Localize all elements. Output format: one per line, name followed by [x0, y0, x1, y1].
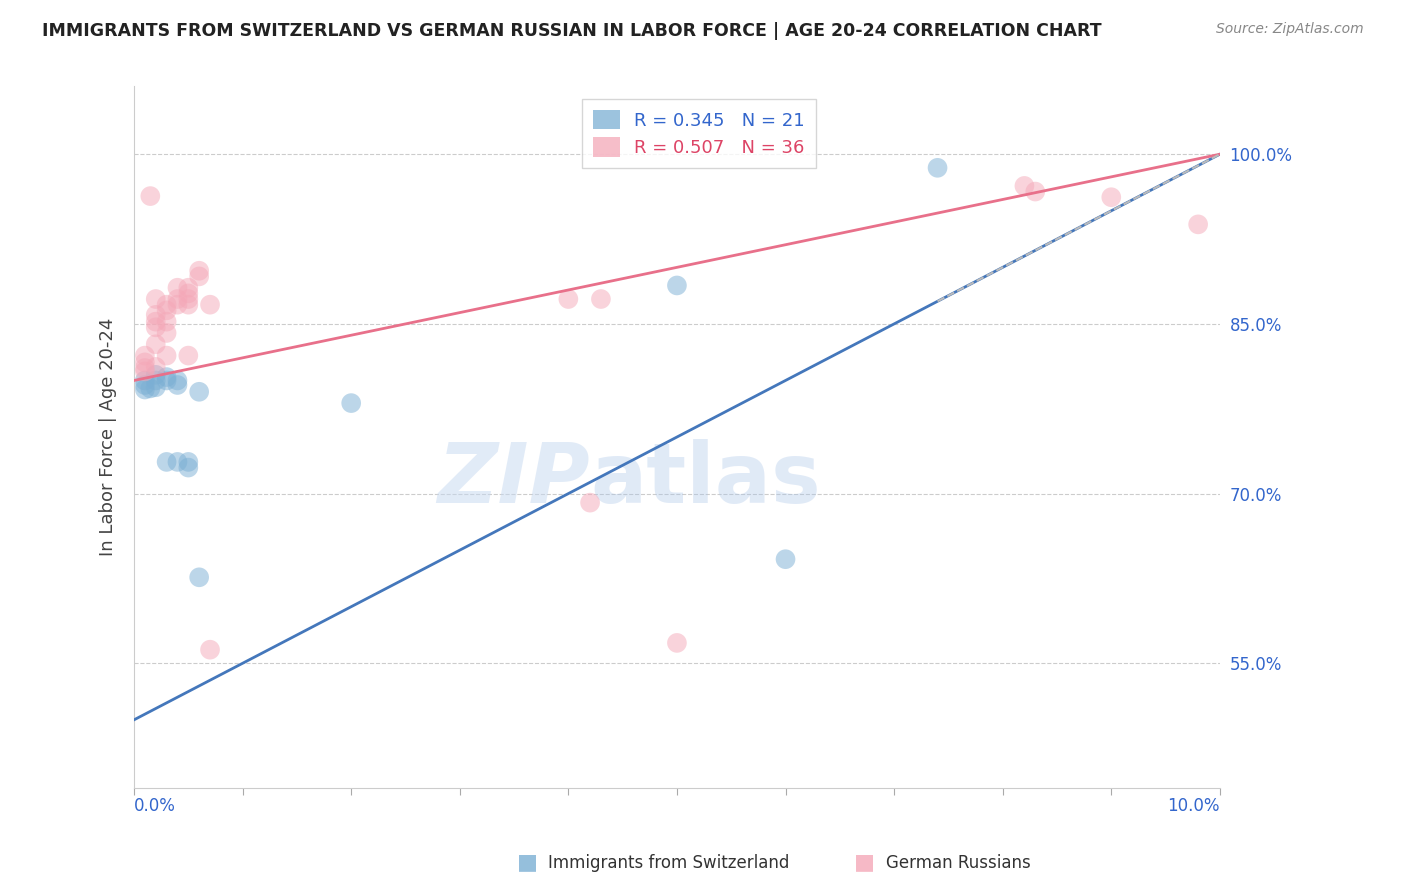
Point	[188, 570, 211, 584]
Point	[177, 298, 200, 312]
Point	[145, 308, 167, 322]
Point	[145, 368, 167, 382]
Point	[1024, 185, 1046, 199]
Text: ZIP: ZIP	[437, 439, 591, 520]
Point	[139, 189, 162, 203]
Point	[155, 298, 177, 312]
Point	[927, 161, 949, 175]
Point	[1099, 190, 1122, 204]
Point	[145, 292, 167, 306]
Point	[198, 642, 221, 657]
Text: Source: ZipAtlas.com: Source: ZipAtlas.com	[1216, 22, 1364, 37]
Point	[166, 281, 188, 295]
Point	[188, 269, 211, 284]
Point	[134, 383, 156, 397]
Point	[155, 326, 177, 340]
Point	[155, 315, 177, 329]
Point	[134, 349, 156, 363]
Point	[145, 337, 167, 351]
Point	[145, 359, 167, 374]
Point	[188, 264, 211, 278]
Text: IMMIGRANTS FROM SWITZERLAND VS GERMAN RUSSIAN IN LABOR FORCE | AGE 20-24 CORRELA: IMMIGRANTS FROM SWITZERLAND VS GERMAN RU…	[42, 22, 1102, 40]
Point	[166, 378, 188, 392]
Text: atlas: atlas	[591, 439, 821, 520]
Point	[166, 455, 188, 469]
Y-axis label: In Labor Force | Age 20-24: In Labor Force | Age 20-24	[100, 318, 117, 557]
Point	[177, 460, 200, 475]
Text: 0.0%: 0.0%	[134, 797, 176, 814]
Point	[177, 281, 200, 295]
Point	[134, 355, 156, 369]
Legend: R = 0.345   N = 21, R = 0.507   N = 36: R = 0.345 N = 21, R = 0.507 N = 36	[582, 99, 815, 168]
Point	[589, 292, 612, 306]
Point	[177, 286, 200, 301]
Point	[177, 455, 200, 469]
Point	[188, 384, 211, 399]
Text: German Russians: German Russians	[886, 854, 1031, 871]
Point	[775, 552, 797, 566]
Point	[155, 370, 177, 384]
Point	[1187, 218, 1209, 232]
Point	[155, 455, 177, 469]
Point	[1014, 178, 1036, 193]
Point	[177, 349, 200, 363]
Point	[198, 298, 221, 312]
Point	[134, 378, 156, 392]
Point	[155, 374, 177, 388]
Point	[145, 374, 167, 388]
Point	[134, 361, 156, 376]
Point	[665, 278, 688, 293]
Point	[166, 374, 188, 388]
Text: ■: ■	[517, 853, 537, 872]
Point	[134, 374, 156, 388]
Text: Immigrants from Switzerland: Immigrants from Switzerland	[548, 854, 790, 871]
Point	[145, 320, 167, 334]
Text: ■: ■	[855, 853, 875, 872]
Point	[579, 495, 602, 509]
Point	[155, 349, 177, 363]
Point	[155, 303, 177, 318]
Point	[134, 364, 156, 378]
Point	[139, 381, 162, 395]
Point	[557, 292, 579, 306]
Point	[145, 315, 167, 329]
Point	[166, 298, 188, 312]
Point	[177, 292, 200, 306]
Point	[665, 636, 688, 650]
Point	[166, 292, 188, 306]
Text: 10.0%: 10.0%	[1167, 797, 1220, 814]
Point	[145, 380, 167, 394]
Point	[340, 396, 363, 410]
